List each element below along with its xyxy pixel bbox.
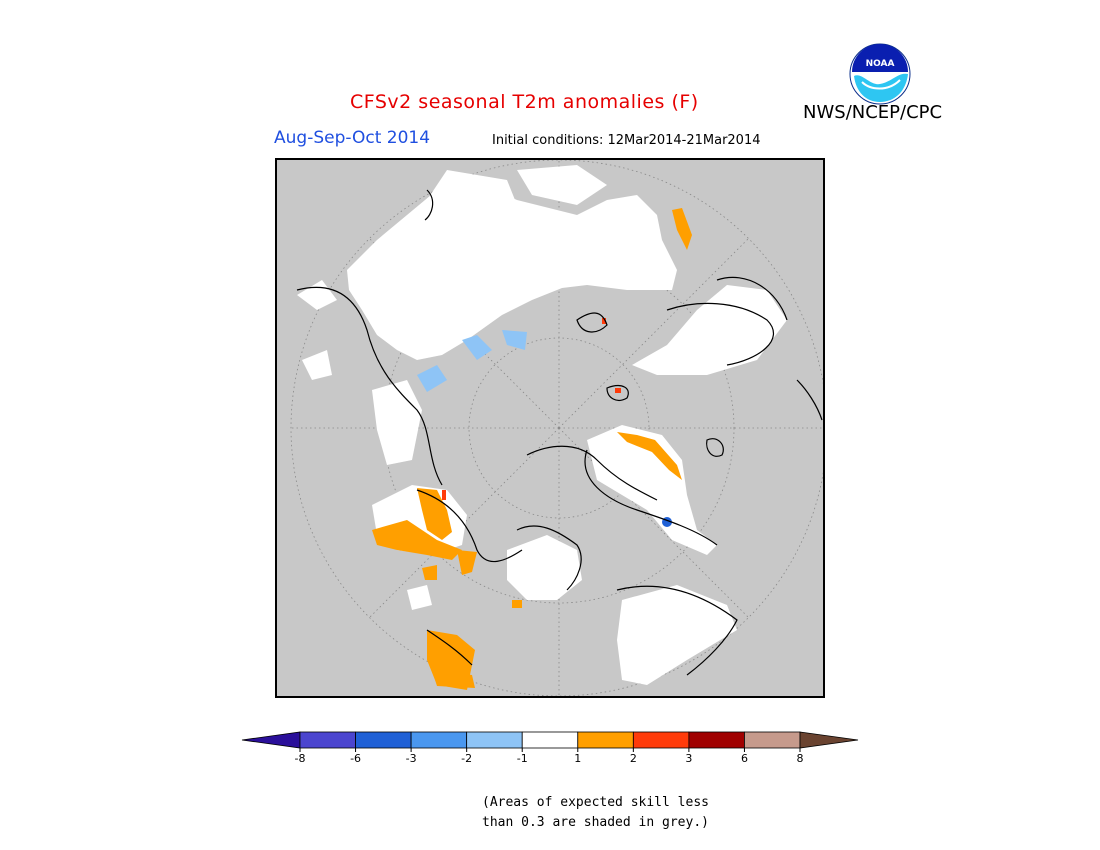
warm-anomaly-regions <box>372 208 692 690</box>
coastlines <box>296 189 823 676</box>
color-tick-label: 2 <box>630 752 637 765</box>
color-tick-label: -2 <box>461 752 472 765</box>
color-bin-0 <box>241 731 301 749</box>
map-title: CFSv2 seasonal T2m anomalies (F) <box>350 91 699 113</box>
noaa-logo: NOAA <box>849 43 911 105</box>
skill-footnote: (Areas of expected skill less than 0.3 a… <box>482 793 709 833</box>
color-bin-8 <box>688 731 745 749</box>
color-bin-2 <box>355 731 412 749</box>
polar-map <box>290 160 823 696</box>
color-tick-label: -3 <box>406 752 417 765</box>
noaa-logo-text: NOAA <box>866 59 895 69</box>
color-bin-4 <box>466 731 523 749</box>
color-bin-10 <box>799 731 859 749</box>
initial-conditions: Initial conditions: 12Mar2014-21Mar2014 <box>492 133 761 148</box>
color-bin-7 <box>632 731 690 749</box>
strong-warm-regions <box>442 318 621 500</box>
color-scale-ticks: -8 -6 -3 -2 -1 1 2 3 6 8 <box>295 748 804 765</box>
polar-map-panel <box>275 158 825 698</box>
near-normal-regions <box>297 165 787 685</box>
footnote-line-2: than 0.3 are shaded in grey.) <box>482 815 709 830</box>
color-tick-label: -8 <box>295 752 306 765</box>
color-tick-label: -6 <box>350 752 361 765</box>
color-tick-label: 3 <box>685 752 692 765</box>
color-scale-bins <box>241 731 859 749</box>
color-tick-label: 1 <box>574 752 581 765</box>
color-tick-label: 8 <box>797 752 804 765</box>
color-bin-5 <box>521 731 579 749</box>
color-scale-legend: -8 -6 -3 -2 -1 1 2 3 6 8 <box>241 731 859 765</box>
color-bin-9 <box>744 731 801 749</box>
color-bin-6 <box>577 731 634 749</box>
color-bin-1 <box>299 731 356 749</box>
forecast-period: Aug-Sep-Oct 2014 <box>274 128 431 148</box>
color-bin-3 <box>410 731 468 749</box>
footnote-line-1: (Areas of expected skill less <box>482 795 709 810</box>
color-tick-label: -1 <box>517 752 528 765</box>
color-tick-label: 6 <box>741 752 748 765</box>
agency-label: NWS/NCEP/CPC <box>803 102 943 123</box>
